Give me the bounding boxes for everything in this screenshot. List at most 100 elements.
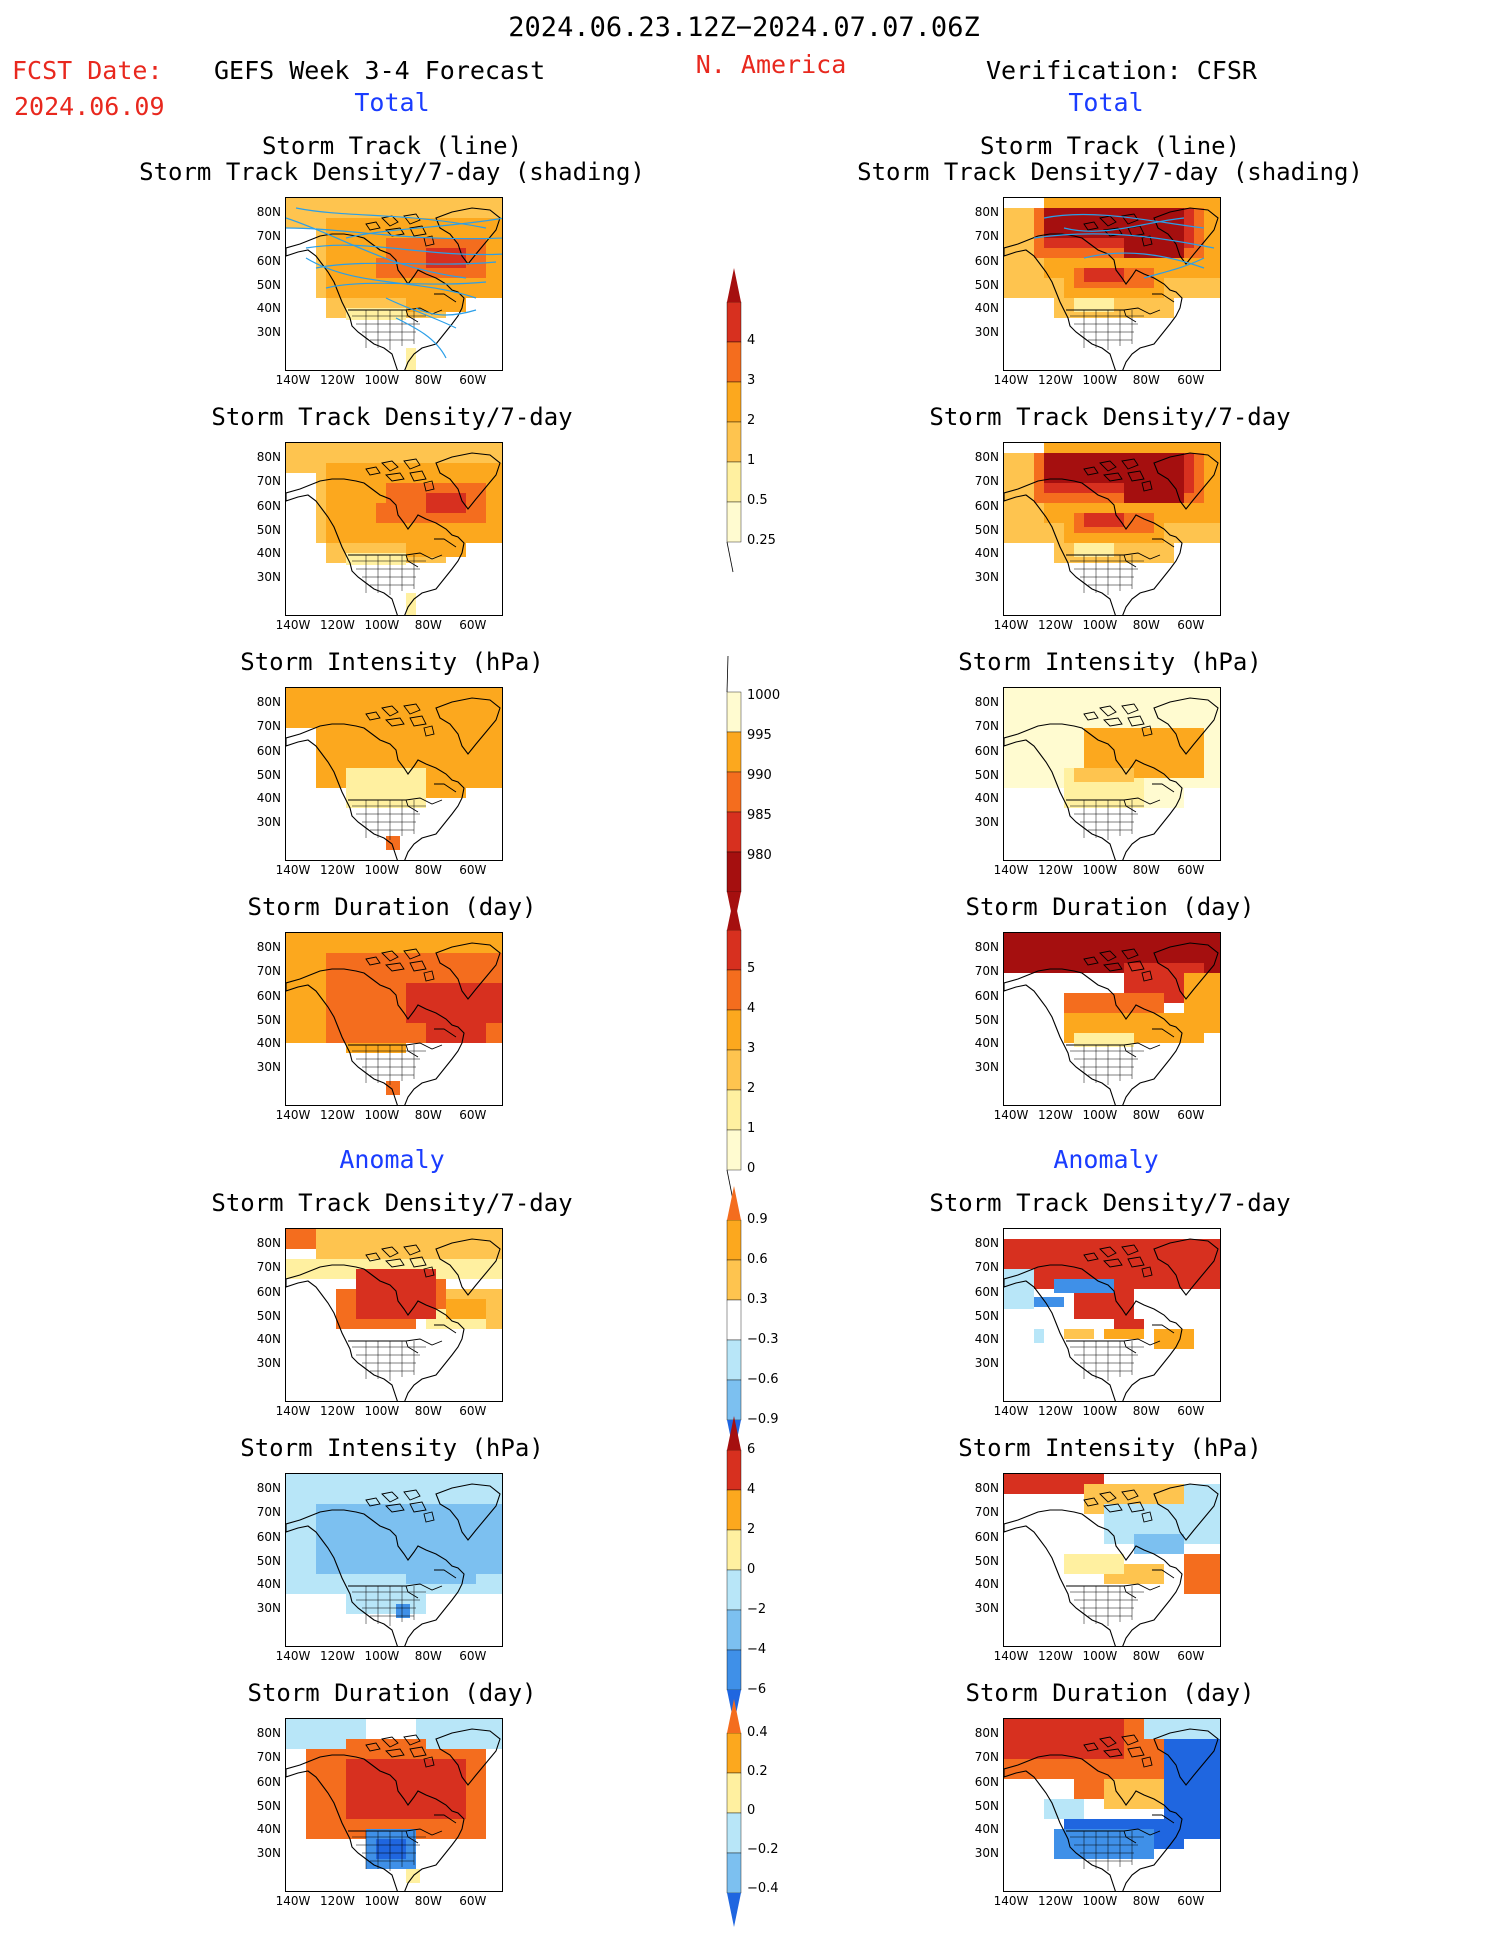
y-tick-label: 30N	[256, 1356, 281, 1371]
y-tick-label: 30N	[256, 325, 281, 340]
map-panel-7-right	[1003, 1718, 1221, 1892]
y-tick-label: 40N	[256, 790, 281, 805]
colorbar-density-total-label: 4	[747, 333, 756, 348]
map-panel-1-left-field	[286, 198, 502, 370]
storm-track-lines	[286, 207, 502, 359]
coastline	[1004, 1728, 1219, 1891]
y-tick-label: 60N	[974, 743, 999, 758]
y-tick-label: 50N	[256, 278, 281, 293]
colorbar-intensity-total	[717, 652, 757, 936]
x-tick-label: 100W	[364, 1894, 400, 1908]
y-tick-label: 30N	[974, 1356, 999, 1371]
map-panel-6-right	[1003, 1473, 1221, 1647]
x-tick-label: 140W	[275, 863, 311, 877]
y-tick-label: 30N	[974, 1060, 999, 1075]
x-tick-label: 60W	[1177, 373, 1205, 387]
y-tick-label: 80N	[974, 1235, 999, 1250]
colorbar-density-anom-label: −0.3	[747, 1332, 779, 1347]
map-panel-5-right-field	[1004, 1238, 1220, 1401]
y-tick-label: 70N	[256, 1260, 281, 1275]
y-tick-label: 70N	[256, 474, 281, 489]
colorbar-duration-total-label: 1	[747, 1121, 756, 1136]
y-tick-label: 30N	[974, 1601, 999, 1616]
x-tick-label: 140W	[993, 373, 1029, 387]
panel-title-duration-anom-right: Storm Duration (day)	[965, 1679, 1255, 1707]
y-tick-label: 70N	[256, 229, 281, 244]
y-tick-label: 80N	[974, 204, 999, 219]
x-tick-label: 100W	[364, 863, 400, 877]
colorbar-intensity-anom-label: −4	[747, 1642, 767, 1657]
y-tick-label: 60N	[974, 1529, 999, 1544]
x-tick-label: 100W	[1082, 1404, 1118, 1418]
x-tick-label: 80W	[1132, 1649, 1160, 1663]
map-panel-7-left	[285, 1718, 503, 1892]
y-tick-label: 80N	[974, 449, 999, 464]
colorbar-density-anom-label: −0.9	[747, 1412, 779, 1427]
map-panel-3-left	[285, 687, 503, 861]
fcst-date-label: FCST Date:	[12, 56, 163, 85]
x-tick-label: 60W	[459, 1894, 487, 1908]
heatmap-cells	[1004, 1474, 1220, 1594]
y-tick-label: 60N	[974, 1284, 999, 1299]
panel-title-intensity-anom-left: Storm Intensity (hPa)	[240, 1434, 544, 1462]
colorbar-duration-total	[717, 890, 757, 1214]
heatmap-cells	[286, 1474, 502, 1618]
x-tick-label: 80W	[1132, 618, 1160, 632]
map-panel-1-right-field	[1004, 198, 1220, 370]
colorbar-duration-anom-label: 0.2	[747, 1764, 768, 1779]
colorbar-density-anom-label: 0.3	[747, 1292, 768, 1307]
y-tick-label: 50N	[974, 1554, 999, 1569]
x-tick-label: 120W	[320, 1649, 355, 1663]
fcst-date-value: 2024.06.09	[14, 92, 165, 121]
x-tick-label: 60W	[459, 618, 487, 632]
region-label: N. America	[695, 50, 847, 79]
x-tick-label: 80W	[414, 1404, 442, 1418]
x-tick-label: 60W	[459, 863, 487, 877]
x-tick-label: 80W	[1132, 1404, 1160, 1418]
y-tick-label: 60N	[256, 253, 281, 268]
map-panel-7-left-field	[286, 1719, 502, 1891]
x-tick-label: 140W	[993, 1404, 1029, 1418]
y-tick-label: 60N	[974, 498, 999, 513]
colorbar-duration-anom-label: −0.4	[747, 1881, 779, 1896]
y-tick-label: 30N	[974, 570, 999, 585]
y-tick-label: 60N	[256, 1284, 281, 1299]
y-tick-label: 70N	[256, 1750, 281, 1765]
colorbar-intensity-anom	[717, 1410, 757, 1734]
x-tick-label: 80W	[414, 1894, 442, 1908]
y-tick-label: 50N	[256, 1554, 281, 1569]
x-tick-label: 100W	[364, 1404, 400, 1418]
panel-title-duration-right: Storm Duration (day)	[965, 893, 1255, 921]
y-tick-label: 50N	[974, 1799, 999, 1814]
x-tick-label: 120W	[320, 1108, 355, 1122]
y-tick-label: 80N	[256, 694, 281, 709]
x-tick-label: 100W	[364, 1649, 400, 1663]
y-tick-label: 50N	[974, 1013, 999, 1028]
storm-track-lines	[1033, 213, 1215, 279]
y-tick-label: 70N	[974, 1750, 999, 1765]
colorbar-duration-anom	[717, 1693, 757, 1937]
heatmap-cells	[1004, 443, 1220, 563]
coastline	[1004, 697, 1219, 860]
x-tick-label: 120W	[1038, 618, 1073, 632]
heatmap-cells	[286, 1229, 502, 1329]
y-tick-label: 50N	[256, 768, 281, 783]
x-tick-label: 60W	[1177, 1108, 1205, 1122]
y-tick-label: 40N	[974, 1821, 999, 1836]
y-tick-label: 30N	[256, 1846, 281, 1861]
colorbar-density-anom-label: 0.6	[747, 1252, 768, 1267]
map-panel-2-right	[1003, 442, 1221, 616]
x-tick-label: 60W	[1177, 1404, 1205, 1418]
map-panel-4-left	[285, 932, 503, 1106]
x-tick-label: 120W	[320, 373, 355, 387]
x-tick-label: 60W	[459, 1404, 487, 1418]
map-panel-2-right-field	[1004, 443, 1220, 615]
total-left-label: Total	[354, 88, 430, 117]
x-tick-label: 140W	[993, 618, 1029, 632]
y-tick-label: 70N	[974, 964, 999, 979]
map-panel-4-right-field	[1004, 933, 1220, 1105]
heatmap-cells	[1004, 688, 1220, 808]
x-tick-label: 140W	[993, 1649, 1029, 1663]
y-tick-label: 70N	[256, 1505, 281, 1520]
y-tick-label: 40N	[256, 545, 281, 560]
